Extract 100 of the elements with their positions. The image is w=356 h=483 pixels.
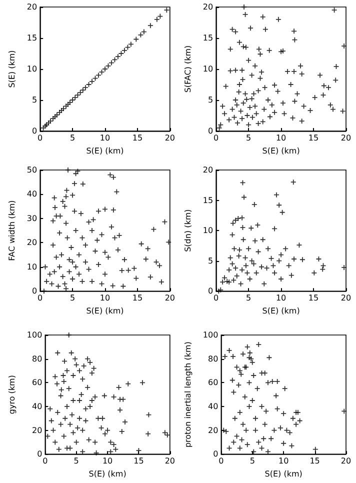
point <box>108 60 114 66</box>
y-tick-label: 15 <box>26 34 38 42</box>
y-tick-label: 20 <box>202 166 214 174</box>
point <box>133 36 140 42</box>
point <box>63 103 69 110</box>
point <box>50 116 56 122</box>
x-axis-title: S(E) (km) <box>88 470 126 478</box>
point <box>54 112 60 118</box>
point <box>72 94 78 100</box>
point <box>122 47 128 54</box>
x-tick-label: 5 <box>250 456 255 466</box>
point <box>60 106 66 112</box>
y-tick-label: 0 <box>208 126 214 136</box>
y-tick-label: 5 <box>32 96 38 104</box>
point <box>82 84 88 91</box>
x-axis-title: S(E) (km) <box>86 306 124 316</box>
y-tick-label: 50 <box>26 166 38 174</box>
x-tick-label: 20 <box>164 134 176 142</box>
y-tick-label: 40 <box>208 402 218 411</box>
point <box>128 41 134 48</box>
point <box>65 101 71 108</box>
y-tick-label: 100 <box>202 330 218 340</box>
x-axis-title: S(E) (km) <box>262 146 300 156</box>
y-tick-label: 30 <box>26 214 38 223</box>
x-tick-label: 15 <box>308 294 319 303</box>
x-tick-label: 5 <box>74 456 79 466</box>
x-tick-label: 10 <box>102 456 113 466</box>
x-tick-label: 20 <box>164 294 176 303</box>
y-tick-label: 100 <box>26 330 42 340</box>
y-tick-label: 0 <box>32 286 38 296</box>
x-tick-label: 15 <box>132 294 143 303</box>
x-tick-label: 10 <box>100 294 110 303</box>
point <box>164 7 170 14</box>
point <box>92 75 98 82</box>
y-axis-title: S(dn) (km) <box>184 209 192 252</box>
y-tick-label: 60 <box>32 378 42 388</box>
x-tick-label: 20 <box>340 294 352 303</box>
point <box>157 13 164 20</box>
point <box>105 62 112 69</box>
point <box>89 78 95 84</box>
point <box>70 97 76 103</box>
y-tick-label: 5 <box>208 256 214 266</box>
point <box>140 28 147 35</box>
y-tick-label: 5 <box>208 96 214 104</box>
x-tick-label: 20 <box>340 134 352 142</box>
x-tick-label: 15 <box>310 456 320 466</box>
x-tick-label: 15 <box>308 134 319 142</box>
point <box>40 124 46 131</box>
point <box>147 22 154 29</box>
y-tick-label: 15 <box>202 34 214 42</box>
point <box>48 118 54 124</box>
x-tick-label: 5 <box>246 294 252 303</box>
y-tick-label: 10 <box>202 64 214 74</box>
x-axis-title: S(E) (km) <box>262 306 300 316</box>
point <box>154 16 160 22</box>
point <box>52 114 58 120</box>
point <box>66 100 73 106</box>
x-tick-label: 5 <box>246 134 252 142</box>
x-tick-label: 10 <box>100 134 110 142</box>
x-tick-label: 20 <box>340 456 352 466</box>
point <box>56 109 63 116</box>
x-tick-label: 15 <box>132 134 143 142</box>
y-tick-label: 20 <box>202 2 214 12</box>
y-tick-label: 10 <box>26 262 38 272</box>
x-axis-title: S(E) (km) <box>264 470 302 478</box>
y-axis-title: proton inertial length (km) <box>184 342 192 448</box>
point <box>86 82 92 88</box>
y-tick-label: 20 <box>26 2 38 12</box>
point <box>74 92 81 98</box>
y-tick-label: 60 <box>208 378 218 388</box>
point <box>58 108 64 114</box>
point <box>115 54 121 60</box>
y-tick-label: 40 <box>26 190 38 199</box>
point <box>138 32 144 38</box>
x-tick-label: 10 <box>276 294 286 303</box>
x-tick-label: 5 <box>70 134 76 142</box>
y-tick-label: 0 <box>37 450 42 459</box>
point <box>124 44 131 50</box>
y-tick-label: 0 <box>213 450 218 459</box>
x-axis-title: S(E) (km) <box>86 146 124 156</box>
x-tick-label: 20 <box>164 456 176 466</box>
x-tick-label: 10 <box>278 456 289 466</box>
y-tick-label: 20 <box>32 426 42 435</box>
y-axis-title: S(E) (km) <box>8 50 16 88</box>
x-tick-label: 5 <box>70 294 76 303</box>
y-tick-label: 0 <box>208 286 214 296</box>
y-tick-label: 80 <box>208 354 218 364</box>
point <box>98 69 105 76</box>
y-axis-title: gyro (km) <box>8 375 16 414</box>
y-axis-title: FAC width (km) <box>8 200 16 261</box>
point <box>80 87 86 94</box>
y-tick-label: 10 <box>202 226 214 236</box>
y-tick-label: 20 <box>208 426 218 435</box>
point <box>112 56 118 63</box>
y-tick-label: 0 <box>32 126 38 136</box>
y-tick-label: 10 <box>26 64 38 74</box>
y-tick-label: 40 <box>32 402 42 411</box>
y-tick-label: 20 <box>26 238 38 248</box>
point <box>102 66 108 72</box>
x-tick-label: 15 <box>134 456 144 466</box>
